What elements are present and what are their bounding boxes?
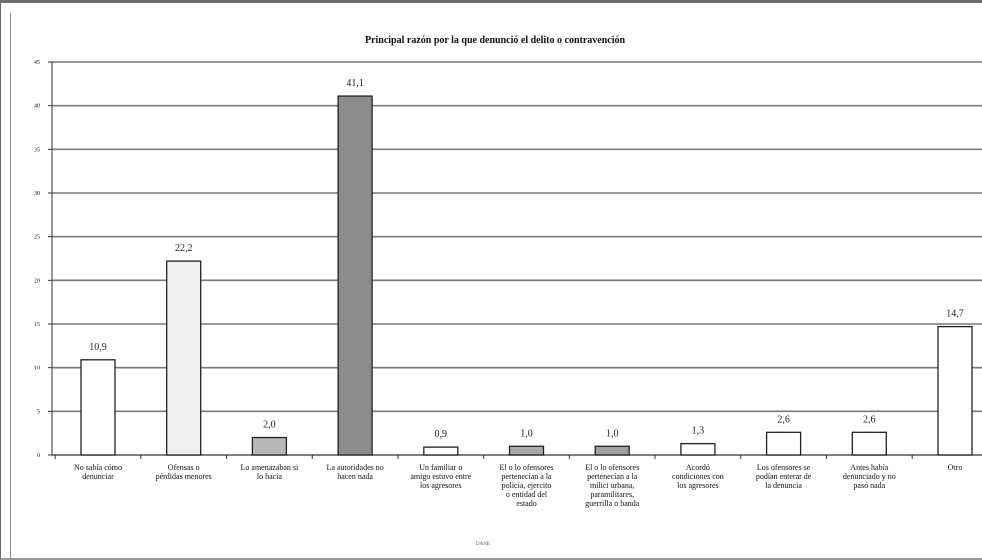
bar	[851, 431, 887, 456]
data-label: 2,6	[777, 414, 790, 425]
y-tick-label: 45	[34, 60, 40, 66]
x-category-label: Los ofensores se podían enterar de la denu…	[756, 463, 812, 490]
x-category-label: Acordó condiciones con los agresores	[672, 463, 724, 490]
bar	[594, 445, 630, 456]
y-axis: 0 5 10 15 20 25 30 35 40 45	[34, 60, 53, 459]
y-tick-label: 35	[34, 147, 40, 153]
bars: 10,9 22,2 2,0 41,1 0,9 1,0 1,0 1,3 2,6 2,6 14,7	[80, 78, 973, 456]
data-label: 1,0	[606, 428, 619, 439]
bar	[166, 260, 202, 456]
x-category-label: El o lo ofensores pertenecían a la milici …	[585, 463, 640, 508]
x-category-label: Un familiar o amigo estuvo entre los agres…	[410, 463, 471, 490]
y-tick-label: 25	[34, 235, 40, 241]
x-category-label: El o lo ofensores pertenecían a la policía…	[500, 463, 554, 508]
y-tick-label: 40	[34, 104, 40, 110]
bar	[337, 95, 373, 456]
data-label: 41,1	[346, 78, 364, 89]
y-tick-label: 20	[34, 278, 40, 284]
chart-title: Principal razón por la que denunció el d…	[365, 35, 626, 46]
bar	[251, 436, 288, 456]
y-tick-label: 15	[34, 322, 40, 328]
y-tick-label: 10	[34, 366, 40, 372]
data-label: 10,9	[89, 342, 107, 353]
bar	[423, 446, 459, 456]
data-label: 22,2	[175, 243, 193, 254]
inner-border-line	[10, 13, 11, 560]
x-category-label: No sabía cómo denunciar	[74, 463, 122, 481]
data-label: 2,0	[263, 420, 276, 431]
data-label: 1,3	[692, 426, 705, 437]
x-category-label: La autoridades no hacen nada	[326, 463, 383, 481]
bar	[80, 359, 116, 456]
y-tick-label: 5	[37, 409, 40, 415]
y-tick-label: 0	[37, 453, 40, 459]
bar	[937, 325, 973, 456]
data-label: 2,6	[863, 414, 876, 425]
footnote: DANE	[476, 542, 490, 547]
data-label: 1,0	[520, 428, 533, 439]
bar	[508, 445, 545, 456]
x-category-label: Antes había denunciado y no pasó nada	[843, 463, 896, 490]
x-category-label: Lo amenazaban si lo hacía	[241, 463, 300, 481]
bar	[765, 431, 802, 456]
y-tick-label: 30	[34, 191, 40, 197]
gridlines	[52, 61, 982, 456]
data-label: 14,7	[946, 309, 964, 320]
data-label: 0,9	[435, 429, 448, 440]
x-category-label: Otro	[948, 463, 963, 472]
x-category-label: Ofensas o pérdidas menores	[156, 463, 212, 481]
x-axis-labels: No sabía cómo denunciar Ofensas o pérdidas …	[54, 455, 963, 508]
bar	[680, 442, 716, 456]
